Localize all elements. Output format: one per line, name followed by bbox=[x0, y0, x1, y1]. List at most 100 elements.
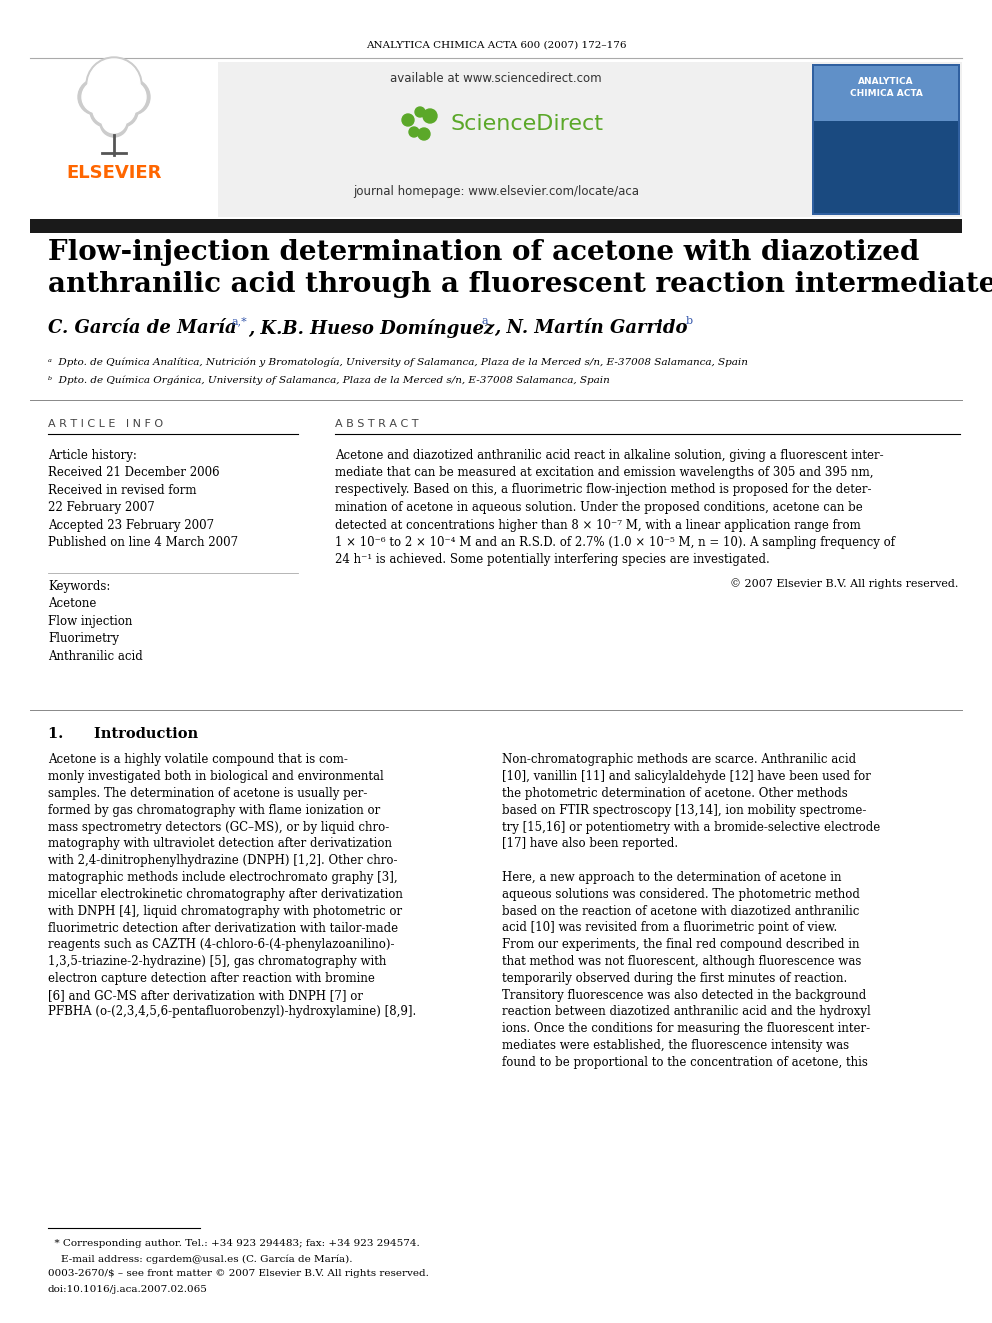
Text: Fluorimetry: Fluorimetry bbox=[48, 632, 119, 646]
Text: [10], vanillin [11] and salicylaldehyde [12] have been used for: [10], vanillin [11] and salicylaldehyde … bbox=[502, 770, 871, 783]
Circle shape bbox=[418, 128, 430, 140]
Circle shape bbox=[114, 81, 146, 112]
Circle shape bbox=[415, 107, 425, 116]
Text: mediates were established, the fluorescence intensity was: mediates were established, the fluoresce… bbox=[502, 1039, 849, 1052]
Text: © 2007 Elsevier B.V. All rights reserved.: © 2007 Elsevier B.V. All rights reserved… bbox=[730, 578, 958, 589]
Circle shape bbox=[93, 97, 121, 124]
Text: ANALYTICA CHIMICA ACTA 600 (2007) 172–176: ANALYTICA CHIMICA ACTA 600 (2007) 172–17… bbox=[366, 41, 626, 49]
Text: micellar electrokinetic chromatography after derivatization: micellar electrokinetic chromatography a… bbox=[48, 888, 403, 901]
Text: matographic methods include electrochromato graphy [3],: matographic methods include electrochrom… bbox=[48, 871, 398, 884]
Text: temporarily observed during the first minutes of reaction.: temporarily observed during the first mi… bbox=[502, 972, 847, 984]
Text: respectively. Based on this, a fluorimetric flow-injection method is proposed fo: respectively. Based on this, a fluorimet… bbox=[335, 483, 872, 496]
Circle shape bbox=[106, 95, 138, 127]
Text: Anthranilic acid: Anthranilic acid bbox=[48, 650, 143, 663]
Text: 24 h⁻¹ is achieved. Some potentially interfering species are investigated.: 24 h⁻¹ is achieved. Some potentially int… bbox=[335, 553, 770, 566]
Bar bbox=[30, 62, 218, 217]
Text: [17] have also been reported.: [17] have also been reported. bbox=[502, 837, 679, 851]
Text: Received in revised form: Received in revised form bbox=[48, 483, 196, 496]
Text: with DNPH [4], liquid chromatography with photometric or: with DNPH [4], liquid chromatography wit… bbox=[48, 905, 402, 918]
Text: A B S T R A C T: A B S T R A C T bbox=[335, 419, 419, 429]
Text: Here, a new approach to the determination of acetone in: Here, a new approach to the determinatio… bbox=[502, 871, 841, 884]
Circle shape bbox=[100, 108, 128, 138]
Text: reaction between diazotized anthranilic acid and the hydroxyl: reaction between diazotized anthranilic … bbox=[502, 1005, 871, 1019]
Text: From our experiments, the final red compound described in: From our experiments, the final red comp… bbox=[502, 938, 859, 951]
Text: available at www.sciencedirect.com: available at www.sciencedirect.com bbox=[390, 71, 602, 85]
Text: 22 February 2007: 22 February 2007 bbox=[48, 501, 155, 515]
Text: mass spectrometry detectors (GC–MS), or by liquid chro-: mass spectrometry detectors (GC–MS), or … bbox=[48, 820, 389, 833]
Text: CHIMICA ACTA: CHIMICA ACTA bbox=[849, 89, 923, 98]
Text: with 2,4-dinitrophenylhydrazine (DNPH) [1,2]. Other chro-: with 2,4-dinitrophenylhydrazine (DNPH) [… bbox=[48, 855, 398, 868]
Text: the photometric determination of acetone. Other methods: the photometric determination of acetone… bbox=[502, 787, 848, 800]
Text: Flow injection: Flow injection bbox=[48, 615, 132, 627]
Text: b: b bbox=[686, 316, 693, 325]
Text: 1.      Introduction: 1. Introduction bbox=[48, 728, 198, 741]
Text: ᵇ  Dpto. de Química Orgánica, University of Salamanca, Plaza de la Merced s/n, E: ᵇ Dpto. de Química Orgánica, University … bbox=[48, 376, 610, 385]
Text: detected at concentrations higher than 8 × 10⁻⁷ M, with a linear application ran: detected at concentrations higher than 8… bbox=[335, 519, 861, 532]
Text: Article history:: Article history: bbox=[48, 448, 137, 462]
Circle shape bbox=[82, 81, 114, 112]
Bar bbox=[814, 120, 958, 213]
Text: 0003-2670/$ – see front matter © 2007 Elsevier B.V. All rights reserved.: 0003-2670/$ – see front matter © 2007 El… bbox=[48, 1270, 429, 1278]
Text: C. García de María: C. García de María bbox=[48, 319, 237, 337]
Bar bbox=[814, 66, 958, 120]
Text: matography with ultraviolet detection after derivatization: matography with ultraviolet detection af… bbox=[48, 837, 392, 851]
Circle shape bbox=[88, 60, 140, 111]
Text: 1,3,5-triazine-2-hydrazine) [5], gas chromatography with: 1,3,5-triazine-2-hydrazine) [5], gas chr… bbox=[48, 955, 386, 968]
Circle shape bbox=[423, 108, 437, 123]
Text: E-mail address: cgardem@usal.es (C. García de María).: E-mail address: cgardem@usal.es (C. Garc… bbox=[48, 1254, 352, 1263]
Text: formed by gas chromatography with flame ionization or: formed by gas chromatography with flame … bbox=[48, 804, 380, 816]
Bar bbox=[812, 64, 960, 216]
Text: mediate that can be measured at excitation and emission wavelengths of 305 and 3: mediate that can be measured at excitati… bbox=[335, 466, 874, 479]
Text: Transitory fluorescence was also detected in the background: Transitory fluorescence was also detecte… bbox=[502, 988, 866, 1002]
Text: ANALYTICA: ANALYTICA bbox=[858, 78, 914, 86]
Circle shape bbox=[409, 127, 419, 138]
Text: ᵃ  Dpto. de Química Analítica, Nutrición y Bromatología, University of Salamanca: ᵃ Dpto. de Química Analítica, Nutrición … bbox=[48, 357, 748, 366]
Text: Accepted 23 February 2007: Accepted 23 February 2007 bbox=[48, 519, 214, 532]
Text: mination of acetone in aqueous solution. Under the proposed conditions, acetone : mination of acetone in aqueous solution.… bbox=[335, 501, 863, 515]
Circle shape bbox=[114, 79, 150, 115]
Circle shape bbox=[78, 79, 114, 115]
Circle shape bbox=[107, 97, 135, 124]
Text: reagents such as CAZTH (4-chloro-6-(4-phenylazoanilino)-: reagents such as CAZTH (4-chloro-6-(4-ph… bbox=[48, 938, 395, 951]
Circle shape bbox=[102, 108, 126, 134]
Text: acid [10] was revisited from a fluorimetric point of view.: acid [10] was revisited from a fluorimet… bbox=[502, 922, 837, 934]
Text: samples. The determination of acetone is usually per-: samples. The determination of acetone is… bbox=[48, 787, 367, 800]
Bar bbox=[30, 62, 962, 217]
Text: 1 × 10⁻⁶ to 2 × 10⁻⁴ M and an R.S.D. of 2.7% (1.0 × 10⁻⁵ M, n = 10). A sampling : 1 × 10⁻⁶ to 2 × 10⁻⁴ M and an R.S.D. of … bbox=[335, 536, 895, 549]
Text: Flow-injection determination of acetone with diazotized: Flow-injection determination of acetone … bbox=[48, 239, 920, 266]
Text: doi:10.1016/j.aca.2007.02.065: doi:10.1016/j.aca.2007.02.065 bbox=[48, 1285, 208, 1294]
Text: electron capture detection after reaction with bromine: electron capture detection after reactio… bbox=[48, 972, 375, 984]
Text: try [15,16] or potentiometry with a bromide-selective electrode: try [15,16] or potentiometry with a brom… bbox=[502, 820, 880, 833]
Text: a: a bbox=[482, 316, 489, 325]
Text: [6] and GC-MS after derivatization with DNPH [7] or: [6] and GC-MS after derivatization with … bbox=[48, 988, 363, 1002]
Text: found to be proportional to the concentration of acetone, this: found to be proportional to the concentr… bbox=[502, 1056, 868, 1069]
Text: ions. Once the conditions for measuring the fluorescent inter-: ions. Once the conditions for measuring … bbox=[502, 1023, 870, 1036]
Text: Keywords:: Keywords: bbox=[48, 579, 110, 593]
Circle shape bbox=[402, 114, 414, 126]
Text: monly investigated both in biological and environmental: monly investigated both in biological an… bbox=[48, 770, 384, 783]
Text: Acetone and diazotized anthranilic acid react in alkaline solution, giving a flu: Acetone and diazotized anthranilic acid … bbox=[335, 448, 884, 462]
Text: based on the reaction of acetone with diazotized anthranilic: based on the reaction of acetone with di… bbox=[502, 905, 859, 918]
Text: Published on line 4 March 2007: Published on line 4 March 2007 bbox=[48, 536, 238, 549]
Text: a,*: a,* bbox=[232, 316, 248, 325]
Text: Non-chromatographic methods are scarce. Anthranilic acid: Non-chromatographic methods are scarce. … bbox=[502, 754, 856, 766]
Text: , N. Martín Garrido: , N. Martín Garrido bbox=[494, 319, 687, 337]
Text: anthranilic acid through a fluorescent reaction intermediate: anthranilic acid through a fluorescent r… bbox=[48, 271, 992, 299]
Text: , K.B. Hueso Domínguez: , K.B. Hueso Domínguez bbox=[248, 319, 494, 337]
Text: based on FTIR spectroscopy [13,14], ion mobility spectrome-: based on FTIR spectroscopy [13,14], ion … bbox=[502, 804, 866, 816]
Text: fluorimetric detection after derivatization with tailor-made: fluorimetric detection after derivatizat… bbox=[48, 922, 398, 934]
Text: ScienceDirect: ScienceDirect bbox=[450, 114, 603, 134]
Text: Acetone is a highly volatile compound that is com-: Acetone is a highly volatile compound th… bbox=[48, 754, 348, 766]
Circle shape bbox=[90, 95, 122, 127]
Text: Received 21 December 2006: Received 21 December 2006 bbox=[48, 466, 219, 479]
Text: journal homepage: www.elsevier.com/locate/aca: journal homepage: www.elsevier.com/locat… bbox=[353, 185, 639, 198]
Text: A R T I C L E   I N F O: A R T I C L E I N F O bbox=[48, 419, 163, 429]
Bar bbox=[30, 220, 962, 233]
Text: that method was not fluorescent, although fluorescence was: that method was not fluorescent, althoug… bbox=[502, 955, 861, 968]
Text: PFBHA (o-(2,3,4,5,6-pentafluorobenzyl)-hydroxylamine) [8,9].: PFBHA (o-(2,3,4,5,6-pentafluorobenzyl)-h… bbox=[48, 1005, 417, 1019]
Text: Acetone: Acetone bbox=[48, 597, 96, 610]
Text: aqueous solutions was considered. The photometric method: aqueous solutions was considered. The ph… bbox=[502, 888, 860, 901]
Text: * Corresponding author. Tel.: +34 923 294483; fax: +34 923 294574.: * Corresponding author. Tel.: +34 923 29… bbox=[48, 1240, 420, 1249]
Circle shape bbox=[86, 57, 142, 112]
Text: ELSEVIER: ELSEVIER bbox=[66, 164, 162, 183]
